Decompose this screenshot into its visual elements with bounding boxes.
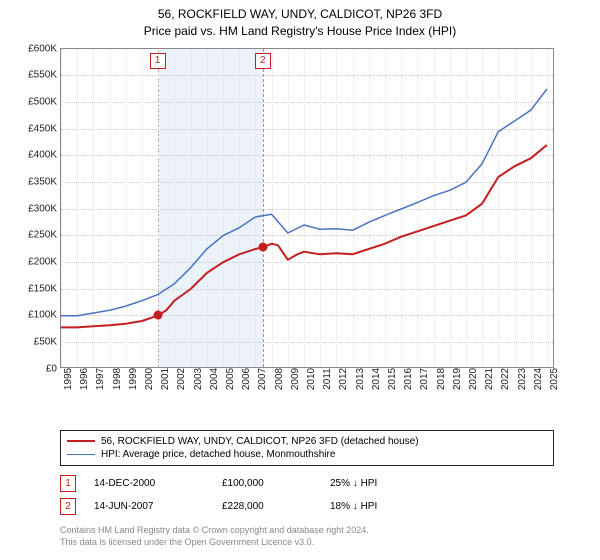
x-tick-label: 2012	[336, 367, 349, 389]
y-tick-label: £100K	[28, 310, 61, 321]
sales-table: 1 14-DEC-2000 £100,000 25% ↓ HPI 2 14-JUN-200…	[60, 472, 554, 518]
sale-marker-1	[153, 311, 162, 320]
sale-price: £228,000	[222, 501, 312, 512]
sale-delta: 25% ↓ HPI	[330, 478, 420, 489]
sale-date: 14-DEC-2000	[94, 478, 204, 489]
legend-text: 56, ROCKFIELD WAY, UNDY, CALDICOT, NP26 …	[101, 436, 419, 447]
footer-line-1: Contains HM Land Registry data © Crown c…	[60, 524, 554, 536]
x-tick-label: 1999	[126, 367, 139, 389]
x-tick-label: 2008	[272, 367, 285, 389]
x-tick-label: 2014	[369, 367, 382, 389]
x-tick-label: 1995	[61, 367, 74, 389]
y-tick-label: £550K	[28, 70, 61, 81]
x-tick-label: 2002	[174, 367, 187, 389]
x-tick-label: 1998	[110, 367, 123, 389]
sale-row: 1 14-DEC-2000 £100,000 25% ↓ HPI	[60, 472, 554, 495]
series-svg	[61, 49, 555, 369]
x-tick-label: 2021	[482, 367, 495, 389]
y-tick-label: £200K	[28, 256, 61, 267]
legend-swatch	[67, 440, 95, 442]
sale-delta: 18% ↓ HPI	[330, 501, 420, 512]
y-tick-label: £500K	[28, 96, 61, 107]
x-tick-label: 2015	[385, 367, 398, 389]
y-tick-label: £250K	[28, 230, 61, 241]
x-tick-label: 2017	[417, 367, 430, 389]
x-tick-label: 2019	[450, 367, 463, 389]
sale-label-1: 1	[150, 53, 166, 69]
x-tick-label: 1996	[77, 367, 90, 389]
title-line-1: 56, ROCKFIELD WAY, UNDY, CALDICOT, NP26 …	[8, 6, 592, 23]
x-tick-label: 2004	[207, 367, 220, 389]
chart-area: £0 £50K £100K £150K £200K £250K £300K £350K £400…	[8, 44, 592, 424]
x-tick-label: 2003	[191, 367, 204, 389]
footer-attribution: Contains HM Land Registry data © Crown c…	[60, 524, 554, 548]
x-tick-label: 2007	[255, 367, 268, 389]
x-tick-label: 2010	[304, 367, 317, 389]
sale-row-number: 2	[60, 498, 76, 515]
x-tick-label: 2018	[434, 367, 447, 389]
sale-label-2: 2	[255, 53, 271, 69]
title-line-2: Price paid vs. HM Land Registry's House …	[8, 23, 592, 40]
x-tick-label: 2024	[531, 367, 544, 389]
y-tick-label: £450K	[28, 123, 61, 134]
x-tick-label: 2006	[239, 367, 252, 389]
y-tick-label: £50K	[34, 336, 61, 347]
plot: £0£50K£100K£150K£200K£250K£300K£350K£400…	[60, 48, 554, 368]
x-tick-label: 2023	[515, 367, 528, 389]
sale-row-number: 1	[60, 475, 76, 492]
y-tick-label: £0	[46, 363, 61, 374]
sale-date: 14-JUN-2007	[94, 501, 204, 512]
sale-price: £100,000	[222, 478, 312, 489]
x-tick-label: 2009	[288, 367, 301, 389]
legend-swatch	[67, 454, 95, 455]
legend-row: 56, ROCKFIELD WAY, UNDY, CALDICOT, NP26 …	[67, 435, 547, 448]
legend-text: HPI: Average price, detached house, Monm…	[101, 449, 335, 460]
x-tick-label: 2000	[142, 367, 155, 389]
x-tick-label: 2011	[320, 368, 333, 390]
sale-marker-2	[258, 242, 267, 251]
y-tick-label: £400K	[28, 150, 61, 161]
footer-line-2: This data is licensed under the Open Gov…	[60, 536, 554, 548]
x-tick-label: 1997	[93, 367, 106, 389]
x-tick-label: 2013	[353, 367, 366, 389]
legend-row: HPI: Average price, detached house, Monm…	[67, 448, 547, 461]
legend: 56, ROCKFIELD WAY, UNDY, CALDICOT, NP26 …	[60, 430, 554, 466]
y-tick-label: £350K	[28, 176, 61, 187]
x-tick-label: 2025	[547, 367, 560, 389]
series-hpi	[61, 89, 547, 316]
x-tick-label: 2022	[498, 367, 511, 389]
chart-titles: 56, ROCKFIELD WAY, UNDY, CALDICOT, NP26 …	[8, 6, 592, 40]
x-tick-label: 2016	[401, 367, 414, 389]
x-tick-label: 2020	[466, 367, 479, 389]
y-tick-label: £300K	[28, 203, 61, 214]
y-tick-label: £150K	[28, 283, 61, 294]
x-tick-label: 2005	[223, 367, 236, 389]
y-tick-label: £600K	[28, 43, 61, 54]
x-tick-label: 2001	[158, 367, 171, 389]
sale-row: 2 14-JUN-2007 £228,000 18% ↓ HPI	[60, 495, 554, 518]
